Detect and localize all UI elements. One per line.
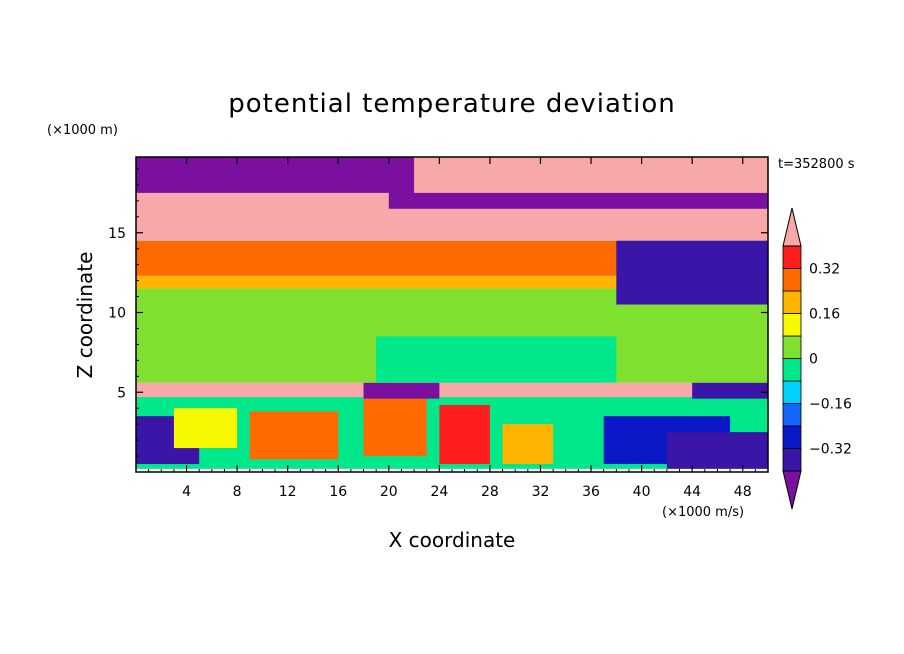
colorbar-segment [782, 403, 802, 427]
y-units-label: (×1000 m) [47, 123, 118, 138]
colorbar-segment [782, 380, 802, 404]
x-tick-label: 28 [481, 484, 499, 500]
y-tick-label: 10 [108, 306, 126, 322]
x-tick-label: 36 [582, 484, 600, 500]
chart-title: potential temperature deviation [228, 89, 675, 119]
y-axis-label: Z coordinate [73, 252, 97, 379]
field-region-13 [376, 336, 617, 383]
colorbar-segment [782, 245, 802, 269]
x-tick-label: 48 [734, 484, 752, 500]
colorbar-extend-high [782, 207, 802, 247]
colorbar-segment [782, 358, 802, 382]
field-region-20 [136, 192, 389, 225]
x-tick-label: 44 [683, 484, 701, 500]
colorbar-tick-label: −0.16 [809, 397, 852, 413]
field-region-6 [502, 424, 554, 465]
x-axis-label: X coordinate [389, 528, 516, 552]
x-tick-label: 8 [233, 484, 242, 500]
colorbar-segment [782, 425, 802, 449]
y-tick-label: 15 [108, 226, 126, 242]
field-region-16 [616, 232, 768, 305]
x-tick-label: 16 [329, 484, 347, 500]
plot-area [136, 157, 768, 469]
x-tick-label: 20 [380, 484, 398, 500]
field-region-5 [439, 405, 490, 465]
x-tick-label: 4 [182, 484, 191, 500]
y-axis: 5 10 15 [108, 168, 768, 457]
field-region-9 [136, 382, 768, 398]
colorbar-segment [782, 268, 802, 292]
y-tick-label: 5 [117, 385, 126, 401]
colorbar-tick-label: −0.32 [809, 442, 852, 458]
colorbar-tick-label: 0.16 [809, 307, 840, 323]
time-label: t=352800 s [778, 157, 855, 172]
colorbar-segment [782, 313, 802, 337]
field-region-3 [249, 411, 339, 460]
field-region-8 [666, 432, 768, 469]
x-tick-label: 32 [532, 484, 550, 500]
colorbar-segment [782, 290, 802, 314]
colorbar-tick-label: 0.32 [809, 262, 840, 278]
colorbar: 0.32 0.16 0 −0.16 −0.32 [782, 207, 852, 510]
field-region-11 [692, 382, 768, 399]
colorbar-tick-label: 0 [809, 352, 818, 368]
colorbar-extend-low [782, 470, 802, 510]
x-tick-label: 12 [279, 484, 297, 500]
field-region-4 [363, 398, 427, 457]
colorbar-segment [782, 448, 802, 472]
x-tick-label: 40 [633, 484, 651, 500]
field-region-14 [136, 275, 768, 289]
x-axis: 4 8 12 16 20 24 28 32 36 40 44 48 [148, 157, 756, 500]
field-region-10 [363, 382, 440, 399]
field-region-2 [173, 408, 238, 449]
colorbar-segment [782, 335, 802, 359]
x-tick-label: 24 [430, 484, 448, 500]
x-units-label: (×1000 m/s) [662, 505, 744, 520]
